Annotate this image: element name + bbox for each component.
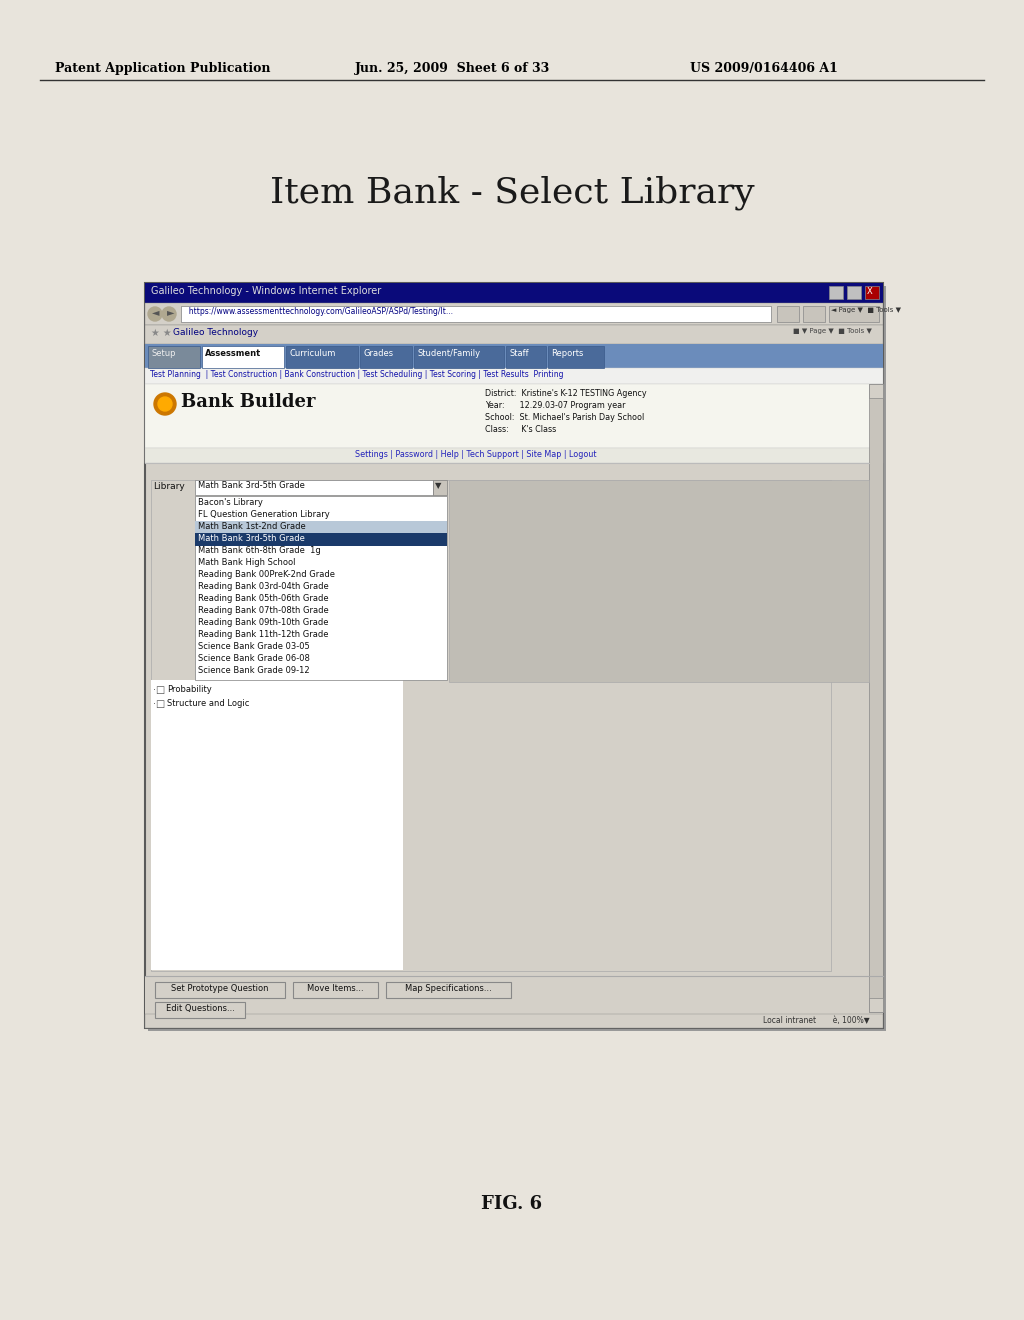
Text: Bank Builder: Bank Builder xyxy=(181,393,315,411)
Text: Science Bank Grade 06-08: Science Bank Grade 06-08 xyxy=(198,653,310,663)
Text: ★ ★: ★ ★ xyxy=(151,327,172,338)
Text: ◄ Page ▼  ■ Tools ▼: ◄ Page ▼ ■ Tools ▼ xyxy=(831,308,901,313)
Bar xyxy=(151,680,403,970)
Text: Science Bank Grade 03-05: Science Bank Grade 03-05 xyxy=(198,642,309,651)
Text: Science Bank Grade 09-12: Science Bank Grade 09-12 xyxy=(198,667,309,675)
Bar xyxy=(145,345,883,368)
Text: Math Bank 6th-8th Grade  1g: Math Bank 6th-8th Grade 1g xyxy=(198,546,321,554)
Bar xyxy=(286,346,358,368)
Text: Curriculum: Curriculum xyxy=(289,348,336,358)
Text: Class:     K's Class: Class: K's Class xyxy=(485,425,556,434)
Bar xyxy=(145,368,883,384)
Text: Library: Library xyxy=(153,482,184,491)
Text: Math Bank High School: Math Bank High School xyxy=(198,558,296,568)
Text: Patent Application Publication: Patent Application Publication xyxy=(55,62,270,75)
Text: Test Planning  | Test Construction | Bank Construction | Test Scheduling | Test : Test Planning | Test Construction | Bank… xyxy=(150,370,563,379)
Bar xyxy=(155,1002,245,1018)
Text: Edit Questions...: Edit Questions... xyxy=(166,1005,234,1012)
Bar xyxy=(449,480,869,682)
Text: Assessment: Assessment xyxy=(205,348,261,358)
Bar xyxy=(414,346,504,368)
Bar xyxy=(195,496,447,680)
Bar xyxy=(195,533,447,546)
Bar xyxy=(829,306,879,322)
Text: FIG. 6: FIG. 6 xyxy=(481,1195,543,1213)
Text: Staff: Staff xyxy=(509,348,528,358)
Bar xyxy=(148,286,886,1031)
Text: ·□: ·□ xyxy=(153,685,165,696)
Bar xyxy=(195,480,433,495)
Text: ►: ► xyxy=(167,308,174,317)
Circle shape xyxy=(162,308,176,321)
Text: Reading Bank 09th-10th Grade: Reading Bank 09th-10th Grade xyxy=(198,618,329,627)
Text: Student/Family: Student/Family xyxy=(417,348,480,358)
Text: X: X xyxy=(867,286,872,296)
Text: Bacon's Library: Bacon's Library xyxy=(198,498,263,507)
Bar xyxy=(847,286,861,300)
Text: FL Question Generation Library: FL Question Generation Library xyxy=(198,510,330,519)
Text: ◄: ◄ xyxy=(152,308,160,317)
Text: Move Items...: Move Items... xyxy=(306,983,364,993)
Circle shape xyxy=(148,308,162,321)
Bar xyxy=(148,346,200,368)
Bar xyxy=(865,286,879,300)
Text: District:  Kristine's K-12 TESTING Agency: District: Kristine's K-12 TESTING Agency xyxy=(485,389,646,399)
Bar xyxy=(155,982,285,998)
Bar xyxy=(360,346,412,368)
Bar xyxy=(803,306,825,322)
Text: ■ ▼ Page ▼  ■ Tools ▼: ■ ▼ Page ▼ ■ Tools ▼ xyxy=(793,327,871,334)
Text: ·□: ·□ xyxy=(153,700,165,709)
Bar xyxy=(869,384,883,399)
Bar xyxy=(195,521,447,535)
Bar xyxy=(145,1014,883,1028)
Bar xyxy=(145,282,883,304)
Text: US 2009/0164406 A1: US 2009/0164406 A1 xyxy=(690,62,838,75)
Text: Reading Bank 05th-06th Grade: Reading Bank 05th-06th Grade xyxy=(198,594,329,603)
Bar xyxy=(145,975,883,1028)
Text: Probability: Probability xyxy=(167,685,212,694)
Text: Grades: Grades xyxy=(362,348,393,358)
Bar xyxy=(777,306,799,322)
Bar xyxy=(869,384,883,1012)
Bar xyxy=(145,325,883,345)
Text: Math Bank 3rd-5th Grade: Math Bank 3rd-5th Grade xyxy=(198,480,305,490)
Text: Setup: Setup xyxy=(151,348,175,358)
Bar xyxy=(548,346,604,368)
Text: Reading Bank 07th-08th Grade: Reading Bank 07th-08th Grade xyxy=(198,606,329,615)
Text: ▼: ▼ xyxy=(435,480,441,490)
Bar xyxy=(869,998,883,1012)
Text: Jun. 25, 2009  Sheet 6 of 33: Jun. 25, 2009 Sheet 6 of 33 xyxy=(355,62,550,75)
Text: Local intranet       è, 100%▼: Local intranet è, 100%▼ xyxy=(763,1016,869,1026)
Text: Math Bank 1st-2nd Grade: Math Bank 1st-2nd Grade xyxy=(198,521,306,531)
Text: Settings | Password | Help | Tech Support | Site Map | Logout: Settings | Password | Help | Tech Suppor… xyxy=(355,450,597,459)
Bar xyxy=(433,480,447,495)
Text: Reading Bank 03rd-04th Grade: Reading Bank 03rd-04th Grade xyxy=(198,582,329,591)
Text: Math Bank 3rd-5th Grade: Math Bank 3rd-5th Grade xyxy=(198,535,305,543)
Circle shape xyxy=(154,393,176,414)
Text: Year:      12.29.03-07 Program year: Year: 12.29.03-07 Program year xyxy=(485,401,626,411)
Bar xyxy=(151,480,831,972)
Bar xyxy=(145,384,883,447)
Text: https://www.assessmenttechnology.com/GalileoASP/ASPd/Testing/It...: https://www.assessmenttechnology.com/Gal… xyxy=(184,308,453,315)
Text: Reading Bank 11th-12th Grade: Reading Bank 11th-12th Grade xyxy=(198,630,329,639)
Circle shape xyxy=(158,397,172,411)
Text: School:  St. Michael's Parish Day School: School: St. Michael's Parish Day School xyxy=(485,413,644,422)
Bar xyxy=(145,304,883,325)
Text: Reports: Reports xyxy=(551,348,584,358)
Bar xyxy=(506,346,546,368)
Text: Structure and Logic: Structure and Logic xyxy=(167,700,250,708)
Text: Set Prototype Question: Set Prototype Question xyxy=(171,983,268,993)
Text: Galileo Technology - Windows Internet Explorer: Galileo Technology - Windows Internet Ex… xyxy=(151,286,381,296)
Text: Map Specifications...: Map Specifications... xyxy=(404,983,492,993)
Bar xyxy=(829,286,843,300)
Bar xyxy=(145,282,883,1028)
Bar xyxy=(293,982,378,998)
Bar xyxy=(202,346,284,368)
Text: Galileo Technology: Galileo Technology xyxy=(173,327,258,337)
Bar xyxy=(181,306,771,322)
Text: Item Bank - Select Library: Item Bank - Select Library xyxy=(269,176,755,210)
Text: Reading Bank 00PreK-2nd Grade: Reading Bank 00PreK-2nd Grade xyxy=(198,570,335,579)
Bar xyxy=(386,982,511,998)
Bar xyxy=(145,447,883,463)
